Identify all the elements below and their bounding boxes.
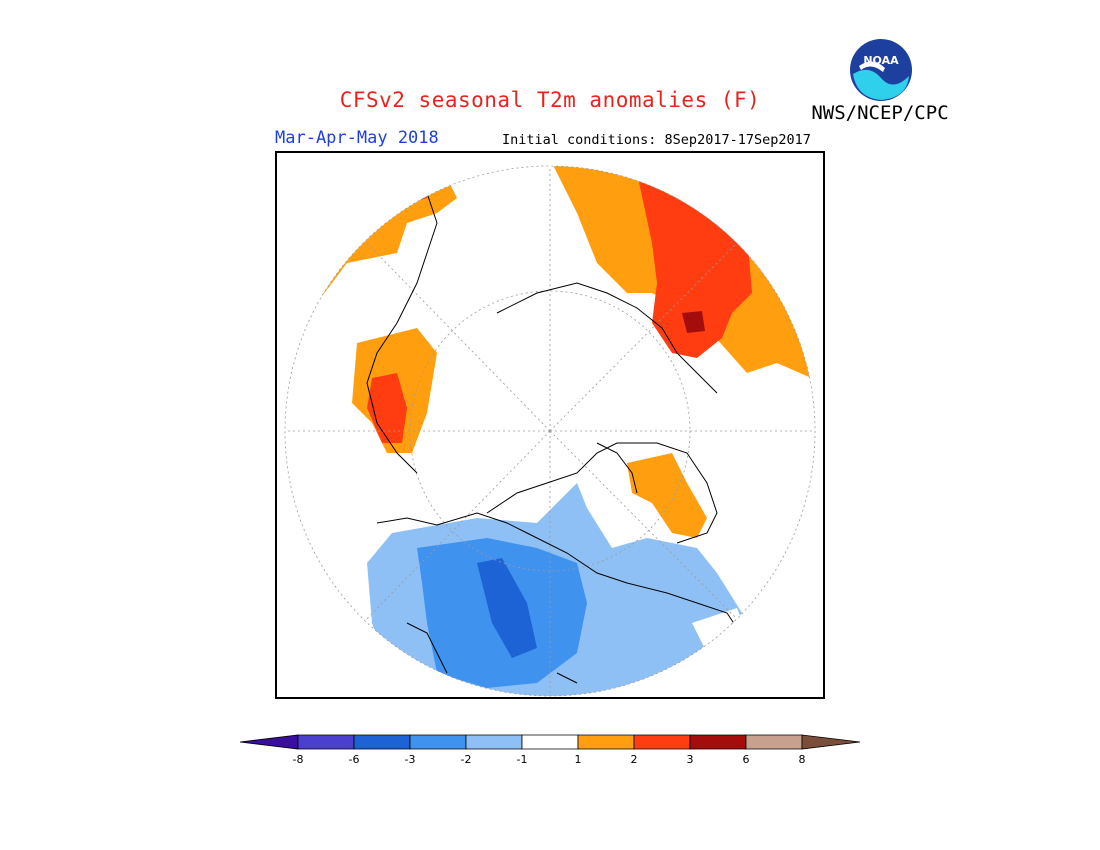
colorbar-tick-label: 1 <box>574 753 582 766</box>
colorbar-bin <box>745 734 803 750</box>
colorbar-bin <box>577 734 635 750</box>
colorbar-tick-label: -8 <box>292 753 304 766</box>
colorbar-tick-label: -6 <box>348 753 360 766</box>
colorbar-tick-label: 2 <box>630 753 638 766</box>
anomaly-region-veryhot <box>682 311 705 333</box>
colorbar-tick-label: -2 <box>460 753 472 766</box>
colorbar-bin <box>521 734 579 750</box>
anomaly-region-colder <box>477 558 537 658</box>
anomaly-region-warm <box>627 453 707 538</box>
season-label: Mar-Apr-May 2018 <box>275 128 439 148</box>
anomaly-region-cool <box>692 608 747 653</box>
colorbar-tick-label: 6 <box>742 753 750 766</box>
anomaly-region-hot <box>367 373 407 443</box>
colorbar-tick-label: 3 <box>686 753 694 766</box>
map-frame <box>275 151 825 699</box>
colorbar-bin <box>465 734 523 750</box>
colorbar-bin <box>297 734 355 750</box>
colorbar-bin <box>353 734 411 750</box>
polar-map <box>284 165 816 697</box>
anomaly-region-warm <box>292 168 457 313</box>
colorbar-tick-label: -1 <box>516 753 528 766</box>
noaa-logo-text: NOAA <box>863 54 899 67</box>
agency-label: NWS/NCEP/CPC <box>811 102 949 124</box>
colorbar-bin <box>633 734 691 750</box>
colorbar <box>239 734 861 750</box>
colorbar-bin <box>239 734 299 750</box>
colorbar-bin <box>801 734 861 750</box>
colorbar-bin <box>689 734 747 750</box>
colorbar-bin <box>409 734 467 750</box>
noaa-logo-icon: NOAA <box>850 39 912 101</box>
initial-conditions-label: Initial conditions: 8Sep2017-17Sep2017 <box>502 132 811 148</box>
chart-title: CFSv2 seasonal T2m anomalies (F) <box>339 88 761 112</box>
colorbar-tick-label: -3 <box>404 753 416 766</box>
colorbar-tick-label: 8 <box>798 753 806 766</box>
